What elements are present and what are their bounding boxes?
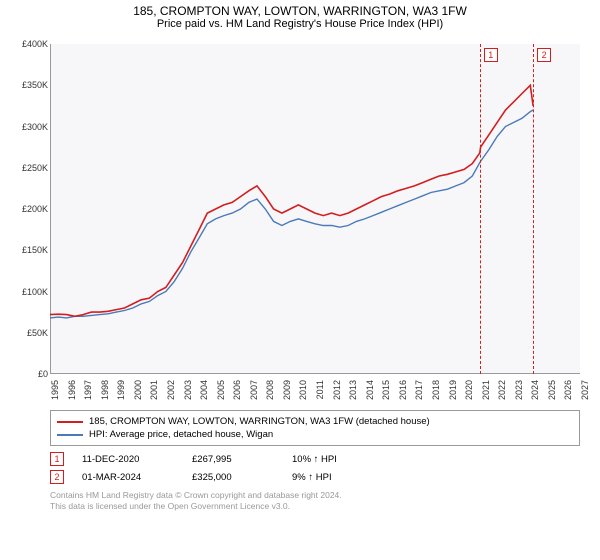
y-tick-label: £400K — [8, 39, 48, 49]
transaction-badge: 1 — [50, 452, 64, 466]
x-tick-label: 1996 — [67, 380, 77, 400]
legend-row: HPI: Average price, detached house, Wiga… — [57, 428, 573, 441]
transaction-diff: 10% ↑ HPI — [274, 454, 384, 465]
legend-label: 185, CROMPTON WAY, LOWTON, WARRINGTON, W… — [89, 416, 430, 427]
x-tick-label: 2005 — [216, 380, 226, 400]
transaction-price: £267,995 — [174, 454, 274, 465]
legend-swatch — [57, 434, 83, 436]
series-line-hpi — [50, 110, 533, 318]
x-tick-label: 2006 — [232, 380, 242, 400]
x-tick-label: 2007 — [249, 380, 259, 400]
x-tick-label: 2009 — [282, 380, 292, 400]
legend-label: HPI: Average price, detached house, Wiga… — [89, 429, 273, 440]
footer-line-1: Contains HM Land Registry data © Crown c… — [50, 490, 580, 501]
x-tick-label: 2021 — [481, 380, 491, 400]
x-tick-label: 2018 — [431, 380, 441, 400]
x-tick-label: 2022 — [497, 380, 507, 400]
transaction-row: 111-DEC-2020£267,99510% ↑ HPI — [50, 450, 580, 468]
x-tick-label: 2024 — [530, 380, 540, 400]
transaction-diff: 9% ↑ HPI — [274, 472, 384, 483]
x-tick-label: 2012 — [332, 380, 342, 400]
footer-attribution: Contains HM Land Registry data © Crown c… — [50, 490, 580, 512]
x-tick-label: 2014 — [365, 380, 375, 400]
transaction-price: £325,000 — [174, 472, 274, 483]
transactions-table: 111-DEC-2020£267,99510% ↑ HPI201-MAR-202… — [50, 450, 580, 486]
x-tick-label: 1999 — [116, 380, 126, 400]
chart-title: 185, CROMPTON WAY, LOWTON, WARRINGTON, W… — [0, 0, 600, 18]
transaction-badge: 2 — [50, 470, 64, 484]
marker-line — [533, 44, 534, 374]
series-line-property — [50, 85, 533, 316]
legend-swatch — [57, 421, 83, 423]
transaction-date: 11-DEC-2020 — [64, 454, 174, 465]
y-tick-label: £150K — [8, 245, 48, 255]
y-tick-label: £300K — [8, 122, 48, 132]
x-tick-label: 1998 — [100, 380, 110, 400]
marker-badge: 2 — [537, 48, 551, 62]
x-tick-label: 2003 — [183, 380, 193, 400]
x-tick-label: 2001 — [149, 380, 159, 400]
x-tick-label: 2008 — [265, 380, 275, 400]
x-tick-label: 1995 — [50, 380, 60, 400]
y-tick-label: £350K — [8, 80, 48, 90]
marker-line — [480, 44, 481, 374]
x-tick-label: 2011 — [315, 380, 325, 399]
chart-area: £0 £50K £100K £150K £200K £250K £300K £350K £400… — [10, 34, 590, 404]
x-tick-label: 2000 — [133, 380, 143, 400]
footer-line-2: This data is licensed under the Open Gov… — [50, 501, 580, 512]
y-tick-label: £250K — [8, 163, 48, 173]
x-tick-label: 2020 — [464, 380, 474, 400]
marker-badge: 1 — [484, 48, 498, 62]
x-tick-label: 2017 — [414, 380, 424, 400]
y-tick-label: £100K — [8, 287, 48, 297]
x-tick-label: 2016 — [398, 380, 408, 400]
x-tick-label: 2025 — [547, 380, 557, 400]
x-tick-label: 2010 — [298, 380, 308, 400]
chart-subtitle: Price paid vs. HM Land Registry's House … — [0, 18, 600, 34]
transaction-date: 01-MAR-2024 — [64, 472, 174, 483]
x-tick-label: 2015 — [381, 380, 391, 400]
x-tick-label: 2002 — [166, 380, 176, 400]
legend-row: 185, CROMPTON WAY, LOWTON, WARRINGTON, W… — [57, 415, 573, 428]
legend-box: 185, CROMPTON WAY, LOWTON, WARRINGTON, W… — [50, 410, 580, 446]
y-tick-label: £50K — [8, 328, 48, 338]
x-tick-label: 2013 — [348, 380, 358, 400]
y-tick-label: £0 — [8, 369, 48, 379]
x-tick-label: 2023 — [514, 380, 524, 400]
y-tick-label: £200K — [8, 204, 48, 214]
x-tick-label: 1997 — [83, 380, 93, 400]
chart-lines — [50, 44, 580, 374]
x-tick-label: 2004 — [199, 380, 209, 400]
x-tick-label: 2027 — [580, 380, 590, 400]
transaction-row: 201-MAR-2024£325,0009% ↑ HPI — [50, 468, 580, 486]
x-tick-label: 2026 — [563, 380, 573, 400]
x-tick-label: 2019 — [448, 380, 458, 400]
